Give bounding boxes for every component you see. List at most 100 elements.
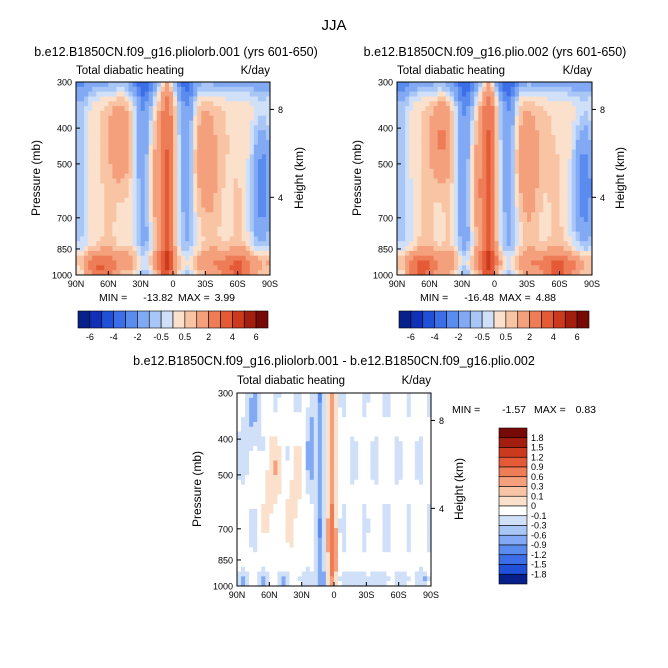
heatmap-cell	[466, 226, 471, 232]
heatmap-cell	[132, 86, 138, 93]
heatmap-cell	[579, 120, 585, 126]
heatmap-cell	[84, 202, 89, 208]
heatmap-cell	[144, 135, 150, 141]
heatmap-cell	[346, 426, 351, 432]
heatmap-cell	[249, 115, 255, 122]
heatmap-cell	[100, 192, 105, 199]
heatmap-cell	[437, 164, 443, 170]
heatmap-cell	[241, 106, 247, 112]
heatmap-cell	[160, 241, 166, 247]
heatmap-cell	[189, 82, 194, 88]
heatmap-cell	[177, 115, 182, 122]
heatmap-cell	[482, 188, 487, 194]
heatmap-cell	[100, 115, 105, 122]
heatmap-cell	[173, 82, 178, 88]
heatmap-cell	[474, 173, 479, 179]
heatmap-cell	[152, 236, 158, 242]
heatmap-cell	[346, 450, 351, 457]
heatmap-cell	[535, 86, 540, 93]
heatmap-cell	[422, 436, 428, 442]
heatmap-cell	[418, 421, 424, 428]
heatmap-cell	[277, 460, 282, 466]
heatmap-cell	[112, 212, 117, 218]
heatmap-cell	[425, 82, 430, 88]
heatmap-cell	[185, 188, 190, 194]
heatmap-cell	[457, 86, 463, 93]
heatmap-cell	[124, 168, 129, 175]
heatmap-cell	[116, 241, 121, 247]
heatmap-cell	[261, 110, 267, 117]
heatmap-cell	[181, 255, 186, 261]
heatmap-cell	[425, 197, 430, 204]
heatmap-cell	[185, 135, 190, 141]
heatmap-cell	[245, 393, 250, 399]
heatmap-cell	[547, 212, 552, 218]
heatmap-cell	[466, 260, 471, 266]
panel-1: b.e12.B1850CN.f09_g16.pliolorb.001 (yrs …	[29, 45, 318, 342]
panel-1-ylabel-right: Height (km)	[292, 147, 306, 209]
heatmap-cell	[422, 441, 428, 447]
heatmap-cell	[205, 270, 210, 276]
heatmap-cell	[309, 393, 315, 399]
heatmap-cell	[112, 188, 117, 194]
heatmap-cell	[140, 226, 146, 232]
heatmap-cell	[76, 183, 81, 189]
heatmap-cell	[482, 154, 487, 160]
heatmap-cell	[181, 168, 186, 175]
heatmap-cell	[128, 130, 133, 136]
heatmap-cell	[409, 125, 414, 131]
heatmap-cell	[462, 183, 467, 189]
heatmap-cell	[338, 479, 343, 486]
heatmap-cell	[342, 470, 347, 476]
heatmap-cell	[229, 120, 235, 126]
heatmap-cell	[437, 110, 443, 117]
heatmap-cell	[100, 125, 105, 131]
heatmap-cell	[225, 106, 230, 112]
heatmap-cell	[437, 82, 443, 88]
heatmap-cell	[217, 226, 222, 232]
heatmap-cell	[209, 130, 214, 136]
heatmap-cell	[144, 91, 150, 97]
heatmap-cell	[96, 178, 101, 184]
heatmap-cell	[470, 183, 475, 189]
heatmap-cell	[221, 101, 226, 107]
heatmap-cell	[547, 96, 552, 102]
heatmap-cell	[587, 86, 593, 93]
heatmap-cell	[478, 86, 483, 93]
heatmap-cell	[514, 183, 520, 189]
panel-1-subtitle-right: K/day	[241, 65, 271, 77]
heatmap-cell	[229, 250, 235, 257]
heatmap-cell	[547, 192, 552, 199]
heatmap-cell	[470, 250, 475, 257]
heatmap-cell	[575, 217, 581, 223]
heatmap-cell	[269, 402, 274, 408]
heatmap-cell	[80, 91, 85, 97]
heatmap-cell	[237, 412, 242, 418]
heatmap-cell	[437, 106, 443, 112]
heatmap-cell	[579, 125, 585, 131]
heatmap-cell	[265, 202, 271, 208]
heatmap-cell	[583, 139, 589, 146]
heatmap-cell	[88, 110, 93, 117]
heatmap-cell	[148, 154, 154, 160]
heatmap-cell	[551, 139, 556, 146]
heatmap-cell	[88, 241, 93, 247]
heatmap-cell	[418, 412, 424, 418]
heatmap-cell	[108, 101, 113, 107]
heatmap-cell	[189, 226, 194, 232]
heatmap-cell	[518, 178, 524, 184]
heatmap-cell	[112, 130, 117, 136]
heatmap-cell	[237, 393, 242, 399]
heatmap-cell	[237, 421, 242, 428]
heatmap-cell	[253, 115, 259, 122]
heatmap-cell	[265, 255, 271, 261]
heatmap-cell	[563, 106, 569, 112]
heatmap-cell	[144, 255, 150, 261]
heatmap-cell	[575, 125, 581, 131]
heatmap-cell	[410, 465, 416, 471]
colorbar-box	[434, 310, 447, 329]
heatmap-cell	[245, 255, 251, 261]
heatmap-cell	[527, 250, 532, 257]
heatmap-cell	[209, 255, 214, 261]
heatmap-cell	[265, 460, 270, 466]
